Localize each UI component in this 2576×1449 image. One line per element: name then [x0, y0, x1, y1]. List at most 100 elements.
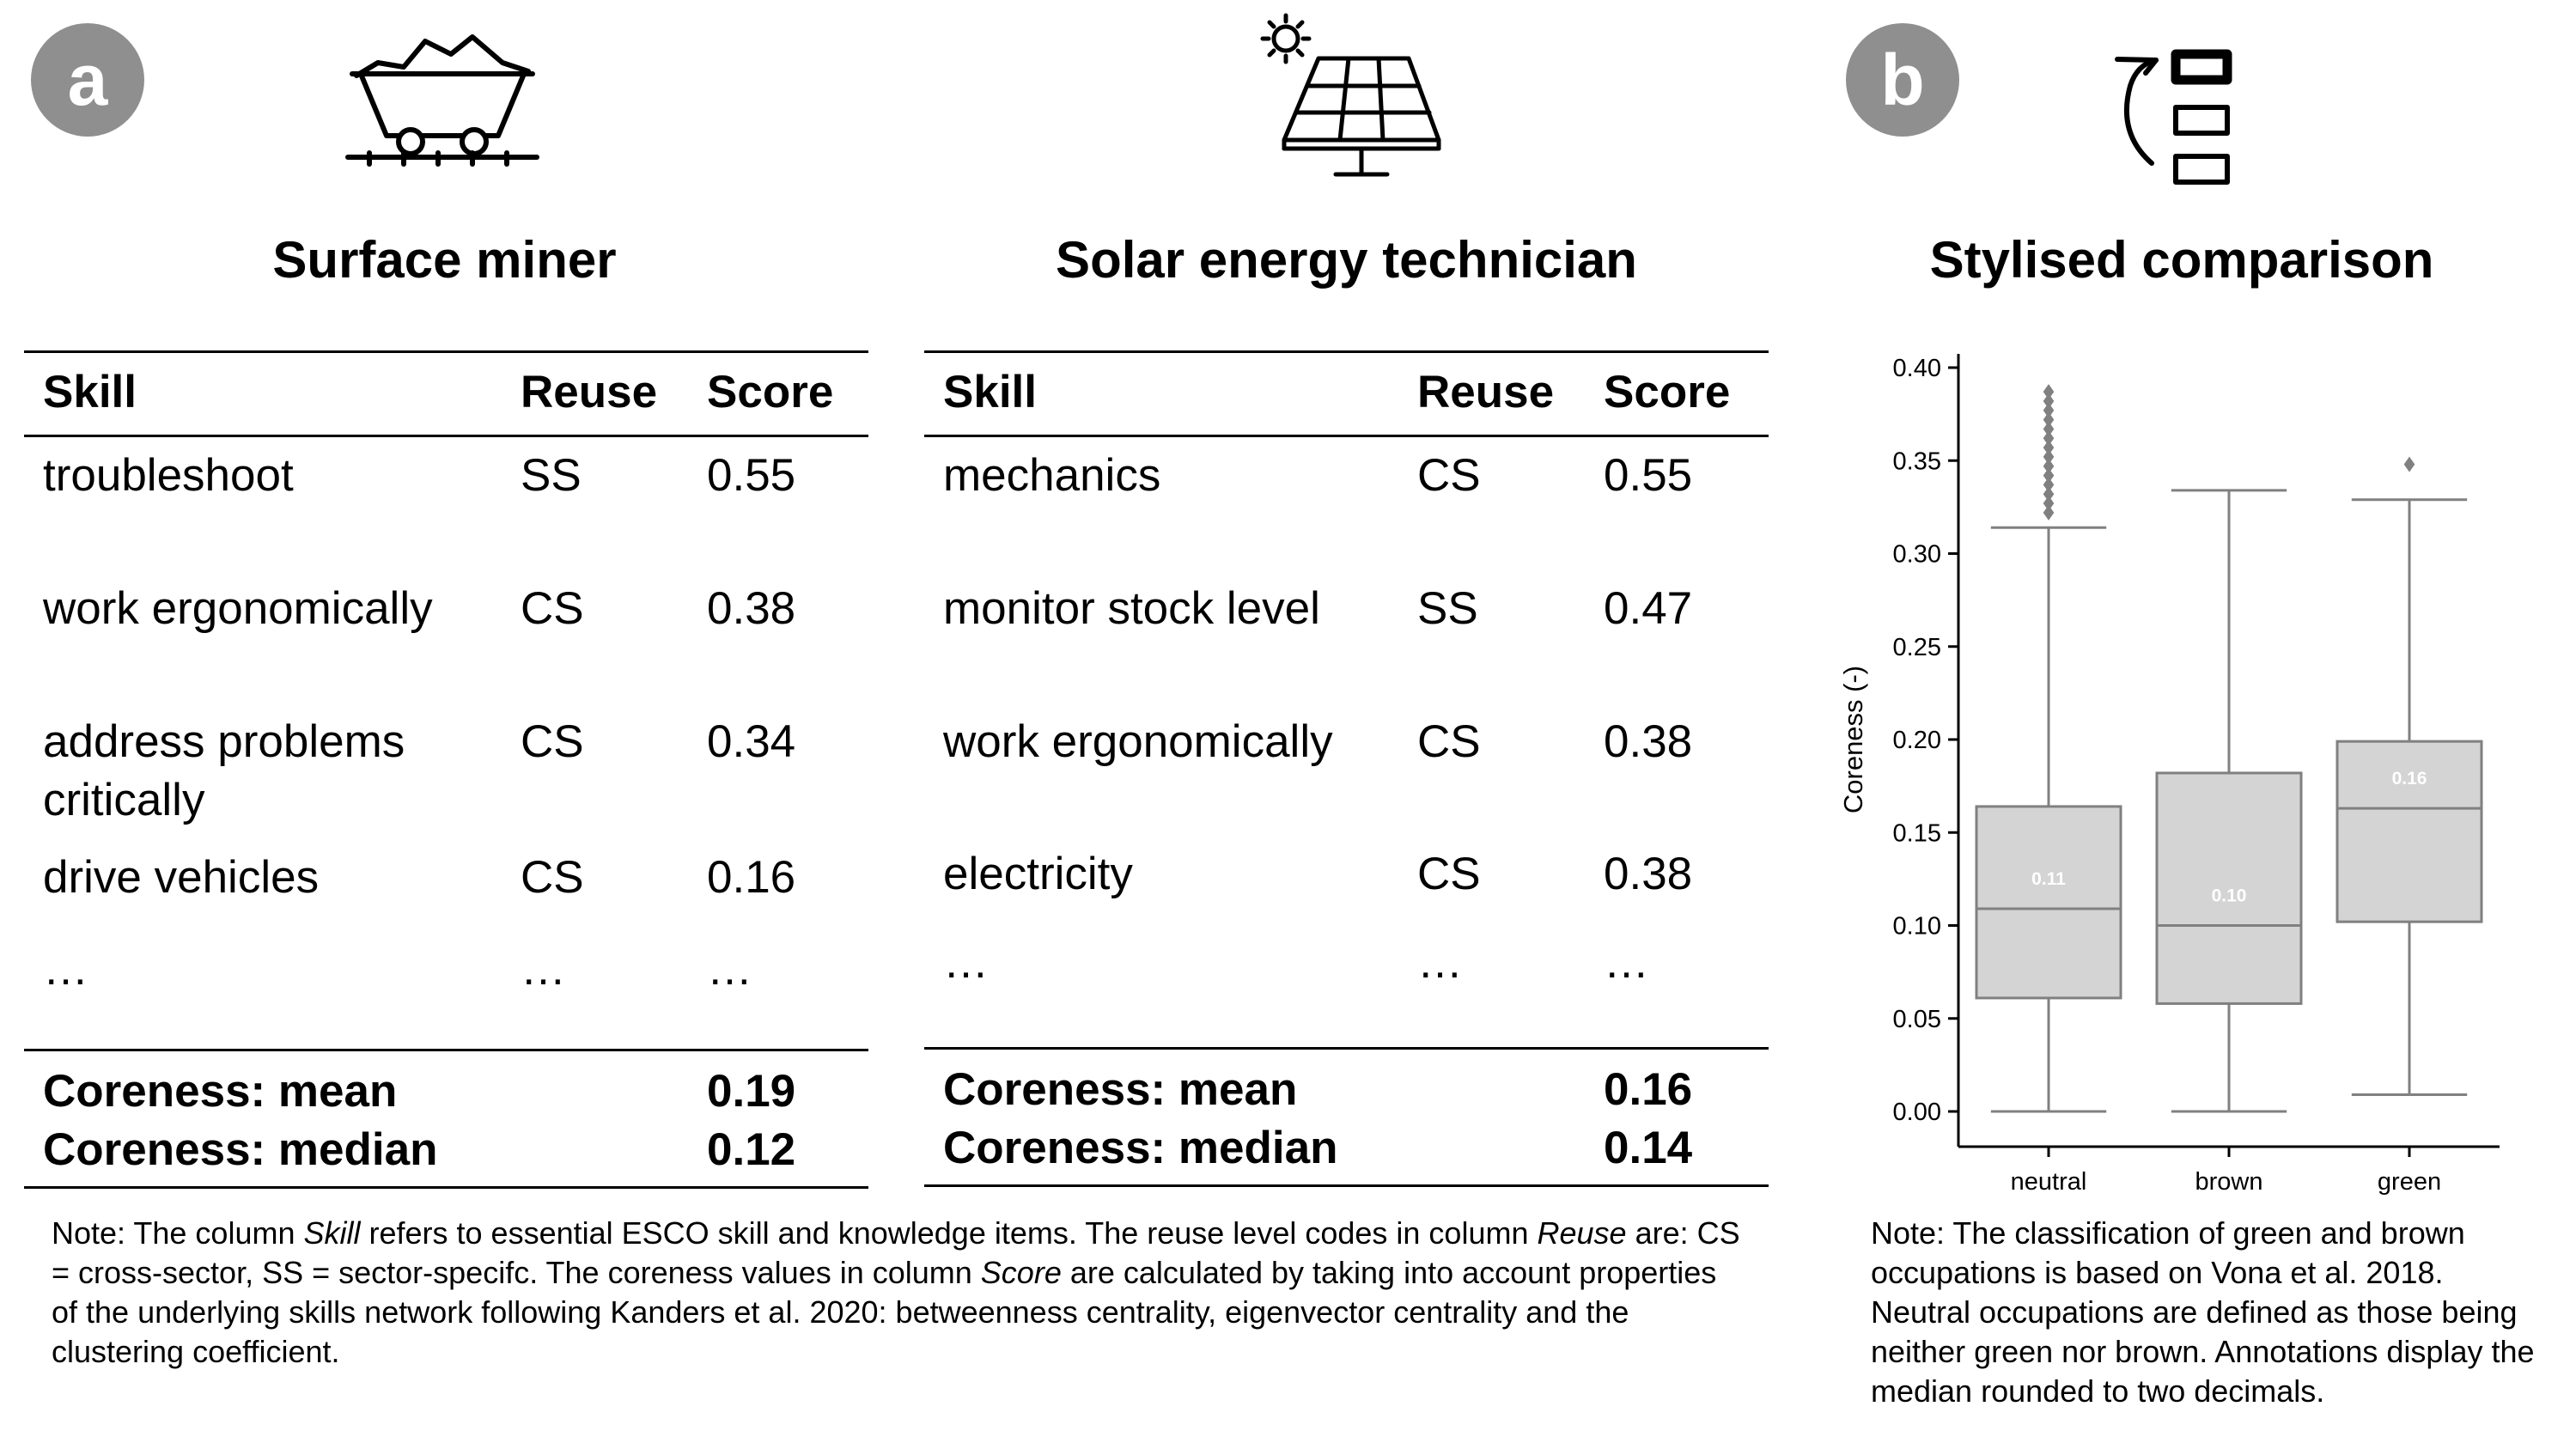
outlier-point — [2043, 467, 2055, 484]
score-cell: 0.16 — [707, 852, 796, 903]
reuse-cell: … — [521, 944, 566, 995]
chart-title: Stylised comparison — [1929, 231, 2434, 289]
reuse-cell: CS — [1417, 450, 1481, 501]
skill-cell: work ergonomically — [43, 583, 433, 634]
reuse-cell: CS — [521, 852, 584, 903]
panel-a-badge: a — [31, 23, 144, 137]
summary-median-value: 0.14 — [1604, 1123, 1693, 1173]
y-tick-label: 0.10 — [1893, 913, 1941, 941]
score-cell: 0.38 — [1604, 849, 1693, 899]
outlier-point — [2043, 440, 2055, 456]
outlier-point — [2043, 402, 2055, 418]
outlier-point — [2403, 456, 2415, 472]
outlier-point — [2043, 393, 2055, 409]
score-cell: 0.38 — [1604, 716, 1693, 767]
summary-mean-label: Coreness: mean — [943, 1064, 1298, 1115]
y-tick-label: 0.35 — [1893, 447, 1941, 475]
y-tick-label: 0.05 — [1893, 1006, 1941, 1033]
outlier-point — [2043, 448, 2055, 465]
score-cell: 0.47 — [1604, 583, 1693, 634]
outlier-point — [2043, 411, 2055, 428]
y-tick-label: 0.30 — [1893, 541, 1941, 569]
solar-panel-icon — [1254, 7, 1452, 179]
table-note: Note: The column Skill refers to essenti… — [52, 1215, 1740, 1369]
reuse-cell: SS — [1417, 583, 1478, 634]
table-solar-title: Solar energy technician — [1056, 231, 1637, 289]
chart-note: Note: The classification of green and br… — [1871, 1215, 2535, 1409]
table-summary-rule — [24, 1049, 868, 1051]
header-reuse: Reuse — [521, 367, 658, 417]
y-tick-label: 0.20 — [1893, 727, 1941, 754]
outlier-point — [2043, 384, 2055, 400]
header-reuse: Reuse — [1417, 367, 1555, 417]
median-annotation: 0.11 — [2031, 869, 2066, 889]
outlier-point — [2043, 430, 2055, 447]
outlier-point — [2043, 458, 2055, 474]
table-summary-rule — [924, 1047, 1769, 1050]
table-header-rule — [924, 435, 1769, 437]
score-cell: 0.55 — [707, 450, 796, 501]
skill-cell-continued: critically — [43, 775, 205, 825]
reuse-cell: CS — [521, 716, 584, 767]
skill-cell: troubleshoot — [43, 450, 294, 501]
skill-cell: mechanics — [943, 450, 1161, 501]
table-bottom-rule — [924, 1184, 1769, 1187]
y-tick-label: 0.00 — [1893, 1099, 1941, 1126]
skill-cell: address problems — [43, 716, 405, 767]
median-annotation: 0.10 — [2212, 886, 2247, 906]
score-cell: 0.34 — [707, 716, 796, 767]
summary-median-label: Coreness: median — [43, 1124, 438, 1175]
score-cell: … — [1604, 937, 1649, 988]
y-tick-label: 0.15 — [1893, 819, 1941, 847]
summary-mean-label: Coreness: mean — [43, 1066, 398, 1117]
skill-cell: work ergonomically — [943, 716, 1333, 767]
skills-table-solar: Skill Reuse Score mechanics CS 0.55 moni… — [924, 0, 1769, 1202]
reuse-cell: … — [1417, 937, 1463, 988]
summary-mean-value: 0.16 — [1604, 1064, 1693, 1115]
outlier-point — [2043, 477, 2055, 493]
summary-mean-value: 0.19 — [707, 1066, 796, 1117]
skills-table-miner: Skill Reuse Score troubleshoot SS 0.55 w… — [24, 0, 868, 1202]
boxplot-chart: 0.00 0.05 0.10 0.15 0.20 0.25 0.30 0.35 0.40 Core… — [1838, 354, 2500, 1196]
outlier-point — [2043, 504, 2055, 521]
skill-cell: … — [43, 944, 88, 995]
mine-cart-icon — [344, 24, 541, 170]
box-iqr — [2335, 740, 2483, 923]
skill-cell: monitor stock level — [943, 583, 1320, 634]
table-miner-title: Surface miner — [272, 231, 617, 289]
outlier-point — [2043, 421, 2055, 437]
header-skill: Skill — [943, 367, 1038, 417]
box-iqr — [2155, 771, 2303, 1005]
header-score: Score — [707, 367, 834, 417]
box-iqr — [1975, 805, 2122, 1000]
header-score: Score — [1604, 367, 1731, 417]
header-skill: Skill — [43, 367, 137, 417]
outlier-point — [2043, 486, 2055, 502]
skill-cell: electricity — [943, 849, 1133, 899]
outlier-point — [2043, 496, 2055, 512]
score-cell: … — [707, 944, 752, 995]
table-header-rule — [24, 435, 868, 437]
table-bottom-rule — [24, 1186, 868, 1189]
x-tick-label: neutral — [2011, 1168, 2087, 1196]
reuse-cell: CS — [1417, 716, 1481, 767]
score-cell: 0.38 — [707, 583, 796, 634]
score-cell: 0.55 — [1604, 450, 1693, 501]
summary-median-label: Coreness: median — [943, 1123, 1338, 1173]
reuse-cell: CS — [1417, 849, 1481, 899]
ranking-compare-icon — [2104, 47, 2233, 193]
skill-cell: drive vehicles — [43, 852, 320, 903]
skill-cell: … — [943, 937, 989, 988]
x-tick-label: brown — [2195, 1168, 2263, 1196]
median-annotation: 0.16 — [2392, 769, 2427, 788]
y-axis-label: Coreness (-) — [1838, 666, 1868, 813]
reuse-cell: SS — [521, 450, 582, 501]
panel-b-badge: b — [1846, 23, 1959, 137]
y-tick-label: 0.40 — [1893, 355, 1941, 382]
table-top-rule — [924, 350, 1769, 353]
reuse-cell: CS — [521, 583, 584, 634]
summary-median-value: 0.12 — [707, 1124, 796, 1175]
x-tick-label: green — [2378, 1168, 2441, 1196]
table-top-rule — [24, 350, 868, 353]
y-tick-label: 0.25 — [1893, 634, 1941, 661]
